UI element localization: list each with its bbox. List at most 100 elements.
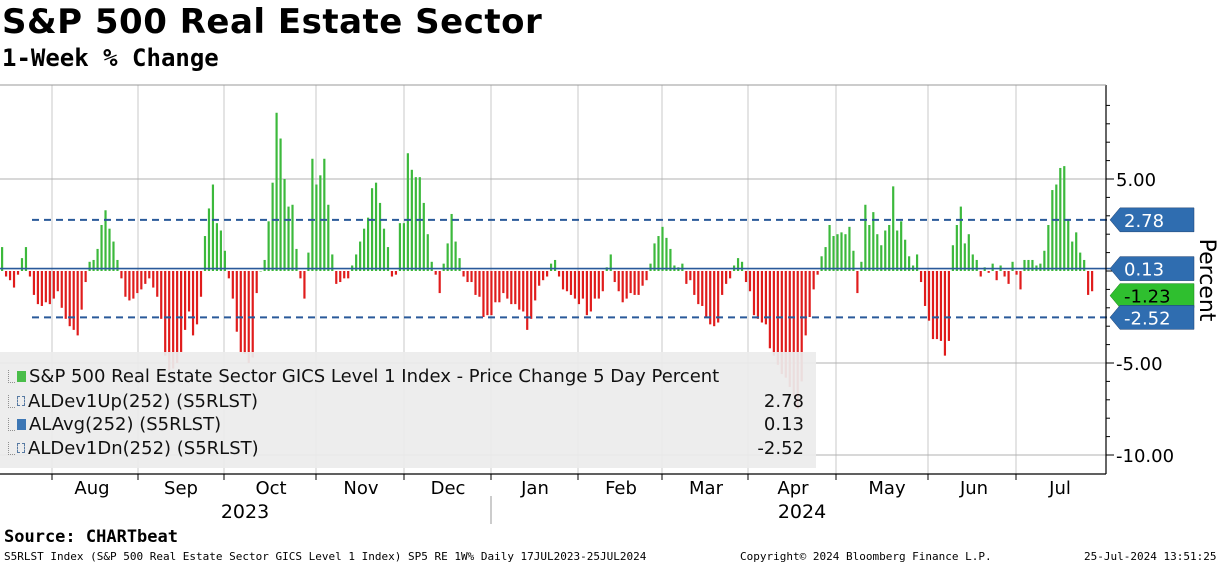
bar (1067, 219, 1070, 271)
badge-last: -1.23 (1109, 283, 1195, 308)
bar (112, 241, 115, 271)
bar (422, 202, 425, 271)
bar (725, 271, 728, 284)
bar (454, 241, 457, 271)
bar (1039, 263, 1042, 271)
bar (697, 271, 700, 305)
bar (343, 271, 346, 279)
bar (363, 228, 366, 271)
bar (140, 271, 143, 290)
badge-dev-up-shape (1109, 207, 1195, 233)
bar (649, 263, 652, 271)
bar (832, 236, 835, 271)
bar (1047, 225, 1050, 271)
bar (577, 271, 581, 305)
legend-swatch-dashed (17, 396, 25, 406)
bar (8, 271, 12, 281)
bar (287, 206, 290, 271)
bar (319, 175, 322, 271)
bar (991, 263, 994, 271)
x-tick-label: May (868, 478, 906, 499)
bar (768, 271, 771, 349)
legend-series-row: S&P 500 Real Estate Sector GICS Level 1 … (8, 365, 719, 387)
bar (593, 271, 596, 299)
legend-row-dev-up: ALDev1Up(252) (S5RLST) (8, 390, 258, 412)
bar (1027, 259, 1030, 271)
bar (1063, 166, 1066, 271)
bar (187, 271, 191, 312)
bar (482, 271, 485, 317)
bar (52, 271, 55, 299)
legend-swatch-dashed (17, 443, 25, 453)
bar (971, 254, 974, 271)
bar (36, 271, 39, 305)
bar (884, 230, 887, 271)
bar (148, 271, 151, 279)
bar (184, 271, 187, 330)
bar (478, 271, 481, 297)
x-tick-label: Mar (689, 478, 724, 499)
bar (402, 223, 405, 271)
bar (1, 247, 4, 271)
bar (359, 241, 362, 271)
bar (450, 213, 453, 271)
bar (291, 204, 294, 271)
bar (4, 271, 8, 277)
bar (470, 271, 473, 283)
bar (430, 261, 433, 271)
bar (339, 271, 342, 283)
bar (116, 259, 119, 271)
bar (856, 271, 859, 294)
bar (557, 271, 561, 277)
bar (995, 271, 998, 281)
bar (868, 225, 871, 271)
bar (347, 271, 350, 279)
bar (589, 271, 592, 312)
bar (665, 237, 668, 271)
bar (736, 258, 740, 271)
bar (1083, 259, 1086, 271)
footer-timestamp: 25-Jul-2024 13:51:25 (1084, 550, 1217, 563)
bar (844, 234, 847, 271)
bar (633, 271, 636, 295)
y-tick-label: -10.00 (1116, 446, 1174, 467)
bar (1091, 271, 1094, 292)
tree-connector-icon (8, 394, 15, 408)
bar (756, 271, 760, 319)
bar (927, 271, 931, 321)
badge-avg: 0.13 (1109, 256, 1195, 281)
bar (784, 271, 787, 378)
bar (900, 221, 903, 271)
bar (661, 226, 664, 271)
bar (370, 188, 374, 271)
bar (538, 271, 541, 286)
bar (446, 243, 449, 271)
bar (1079, 252, 1082, 271)
bar (160, 271, 163, 319)
bar (203, 236, 207, 271)
x-tick-label: Apr (777, 478, 809, 499)
bar (816, 271, 819, 275)
bar (44, 271, 47, 303)
bar (211, 184, 215, 271)
bar (892, 186, 895, 271)
bar (824, 247, 827, 271)
bar (522, 271, 525, 312)
bar (565, 271, 569, 292)
bar (609, 254, 612, 271)
bar (1055, 184, 1058, 271)
chart-title: S&P 500 Real Estate Sector (2, 2, 543, 42)
chart-subtitle: 1-Week % Change (2, 44, 219, 72)
bar (721, 271, 724, 295)
bar (1003, 271, 1006, 277)
bar (132, 271, 135, 299)
chart-bars (1, 112, 1094, 409)
bar (48, 271, 51, 305)
bar (669, 248, 672, 271)
bar (693, 271, 696, 295)
bar (28, 271, 32, 277)
badge-last-shape (1109, 283, 1195, 308)
bar (530, 271, 533, 319)
bar (311, 158, 314, 271)
